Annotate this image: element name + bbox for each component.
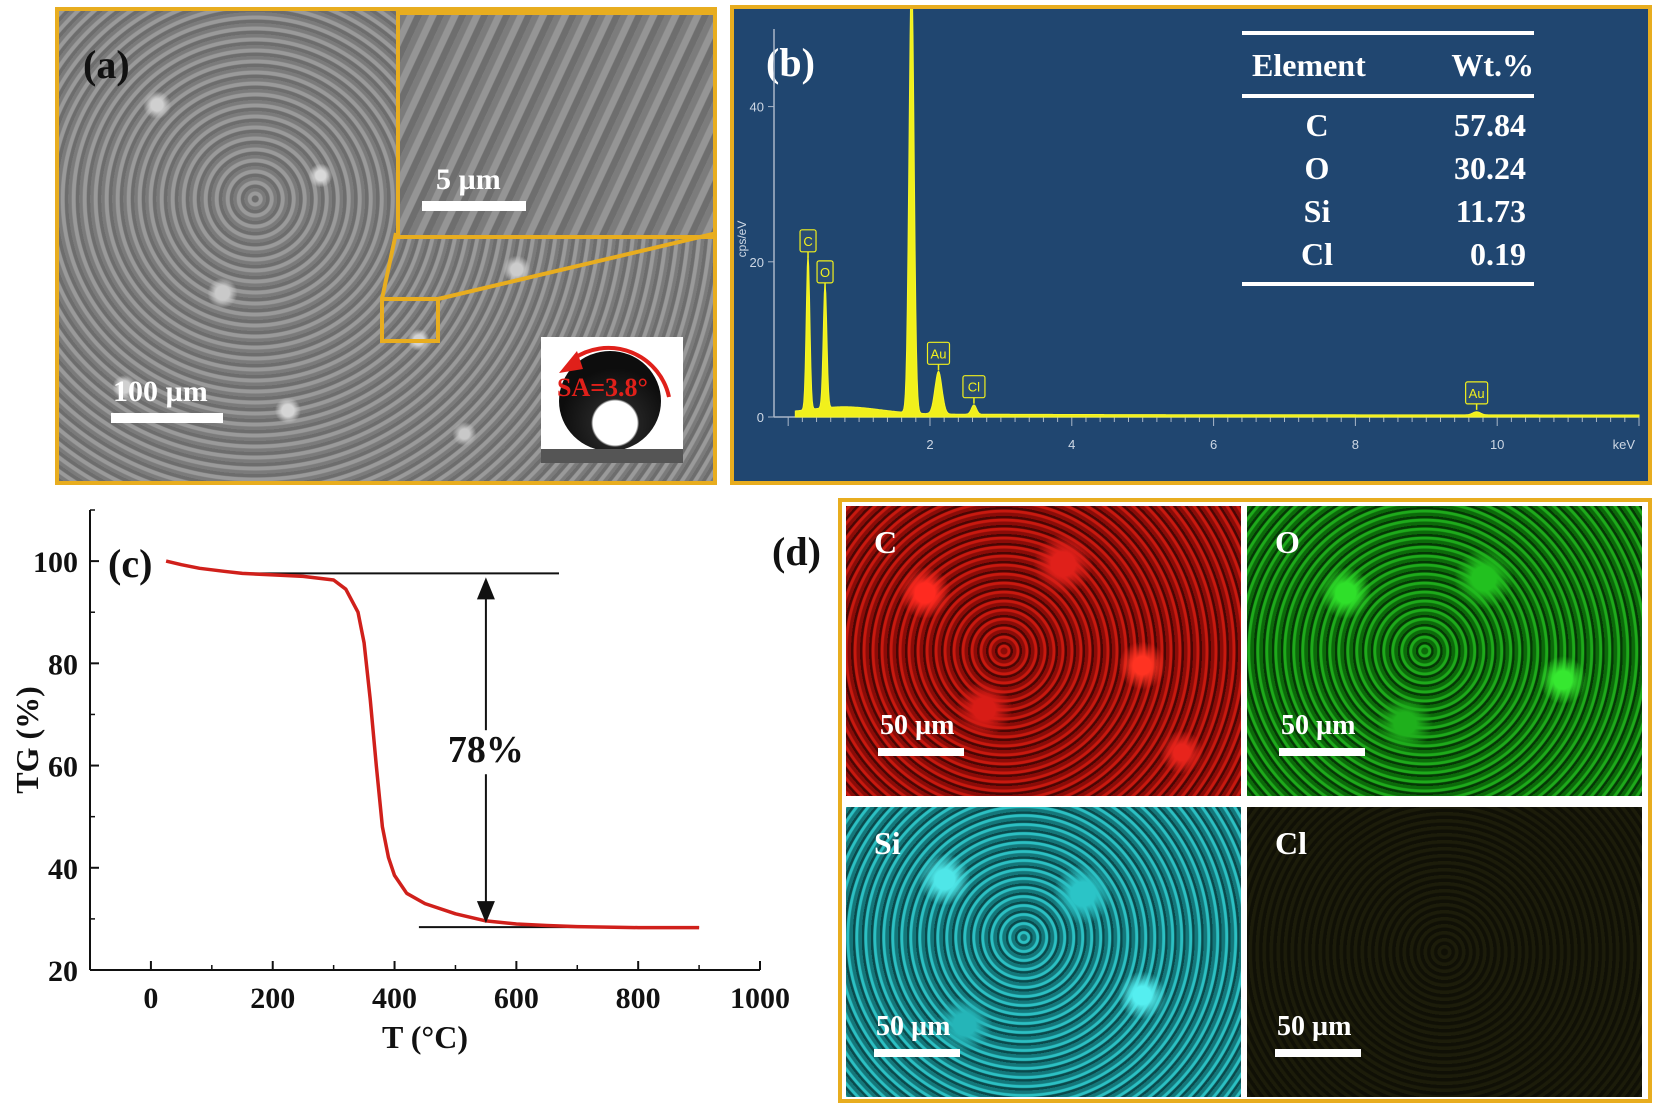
eds-spectrum-fill bbox=[794, 9, 1640, 418]
table-cell-element: O bbox=[1304, 150, 1330, 186]
peak-label-box bbox=[1465, 381, 1489, 405]
y-axis-label: cps/eV bbox=[735, 221, 749, 258]
composition-table: Element Wt.% C 57.84 O 30.24 Si 11.73 Cl… bbox=[1242, 31, 1534, 286]
droplet-inset: SA=3.8° bbox=[541, 337, 683, 463]
panel-c-label: (c) bbox=[108, 541, 153, 586]
table-row: Cl 0.19 bbox=[1242, 233, 1534, 276]
x-tick-label: 2 bbox=[926, 437, 933, 452]
inset-scale-bar bbox=[422, 201, 526, 211]
table-cell-wt: 30.24 bbox=[1454, 150, 1526, 186]
table-cell-wt: 11.73 bbox=[1455, 193, 1526, 229]
inset-scale-label: 5 µm bbox=[436, 163, 501, 196]
table-cell-element: C bbox=[1305, 107, 1329, 143]
peak-label: C bbox=[803, 234, 812, 249]
y-tick-label: 80 bbox=[48, 648, 78, 681]
mass-loss-arrowhead-top bbox=[476, 577, 495, 600]
map-element-label: Cl bbox=[1275, 825, 1307, 861]
table-row: C 57.84 bbox=[1242, 104, 1534, 147]
tg-curve bbox=[165, 559, 700, 930]
y-tick-label: 20 bbox=[750, 255, 764, 270]
map-scale-bar bbox=[874, 1049, 960, 1057]
peak-label: Cl bbox=[968, 380, 980, 395]
table-cell-element: Cl bbox=[1301, 236, 1333, 272]
table-header-element: Element bbox=[1252, 47, 1366, 83]
map-scale-label: 50 µm bbox=[880, 710, 955, 741]
table-header-wt: Wt.% bbox=[1451, 47, 1534, 83]
peak-label-box bbox=[816, 260, 834, 284]
main-scale-label: 100 µm bbox=[113, 375, 208, 408]
x-tick-label: 10 bbox=[1490, 437, 1504, 452]
map-scale-bar bbox=[1279, 748, 1365, 756]
table-rule-mid bbox=[1242, 94, 1534, 98]
peak-label: O bbox=[820, 265, 830, 280]
table-row: Si 11.73 bbox=[1242, 190, 1534, 233]
peak-label-box bbox=[926, 341, 951, 365]
table-cell-wt: 57.84 bbox=[1454, 107, 1526, 143]
sem-image-panel: 5 µm (a) 100 µm SA=3.8° bbox=[55, 7, 717, 485]
map-element-label: Si bbox=[874, 825, 901, 861]
tg-chart: 0 200 400 600 800 1000 20 40 60 80 100 T (°C) TG (%)… bbox=[9, 509, 790, 1055]
annotation-background bbox=[435, 730, 536, 775]
table-rule-top bbox=[1242, 31, 1534, 35]
y-tick-label: 40 bbox=[750, 100, 764, 115]
panel-a-label: (a) bbox=[83, 42, 130, 87]
y-tick-label: 0 bbox=[757, 410, 764, 425]
zoom-region-box bbox=[380, 297, 440, 343]
y-tick-label: 60 bbox=[48, 751, 78, 784]
peak-label-box bbox=[799, 229, 817, 253]
y-tick-label: 40 bbox=[48, 853, 78, 886]
y-tick-label: 100 bbox=[33, 546, 78, 579]
map-scale-label: 50 µm bbox=[1281, 710, 1356, 741]
x-tick-label: 600 bbox=[494, 982, 539, 1015]
map-element-label: C bbox=[874, 524, 898, 560]
zoom-line-top bbox=[380, 232, 398, 300]
peak-label: Au bbox=[931, 346, 947, 361]
x-tick-label: 400 bbox=[372, 982, 417, 1015]
eds-mapping-panel: C 50 µm O 50 µm Si 50 µm Cl 50 µm bbox=[838, 498, 1652, 1103]
element-map-cl: Cl 50 µm bbox=[1247, 807, 1642, 1097]
element-map-c: C 50 µm bbox=[846, 506, 1241, 796]
map-scale-label: 50 µm bbox=[876, 1011, 951, 1042]
table-rule-bottom bbox=[1242, 282, 1534, 286]
x-axis-label: T (°C) bbox=[382, 1019, 468, 1055]
x-tick-label: 8 bbox=[1352, 437, 1359, 452]
x-tick-label: 4 bbox=[1068, 437, 1075, 452]
x-tick-label: 6 bbox=[1210, 437, 1217, 452]
map-scale-label: 50 µm bbox=[1277, 1011, 1352, 1042]
panel-d-label: (d) bbox=[772, 529, 821, 574]
mass-loss-annotation: 78% bbox=[448, 729, 524, 771]
zoom-line-bottom bbox=[437, 231, 713, 301]
map-scale-bar bbox=[878, 748, 964, 756]
peak-label: Au bbox=[1469, 386, 1485, 401]
peak-label-box bbox=[962, 375, 986, 399]
y-tick-label: 20 bbox=[48, 955, 78, 988]
map-scale-bar bbox=[1275, 1049, 1361, 1057]
sliding-angle-label: SA=3.8° bbox=[557, 373, 648, 402]
x-axis-unit: keV bbox=[1613, 437, 1636, 452]
element-map-si: Si 50 µm bbox=[846, 807, 1241, 1097]
main-scale-bar bbox=[111, 413, 223, 423]
table-row: O 30.24 bbox=[1242, 147, 1534, 190]
mass-loss-arrowhead-bottom bbox=[476, 901, 495, 924]
sem-magnified-inset: 5 µm bbox=[396, 11, 713, 239]
y-axis-label: TG (%) bbox=[9, 686, 45, 794]
sliding-arrow bbox=[559, 345, 671, 398]
zoom-callout-lines bbox=[380, 231, 713, 343]
element-map-o: O 50 µm bbox=[1247, 506, 1642, 796]
table-cell-wt: 0.19 bbox=[1470, 236, 1526, 272]
table-header-row: Element Wt.% bbox=[1242, 35, 1534, 94]
table-cell-element: Si bbox=[1303, 193, 1331, 229]
x-tick-label: 800 bbox=[616, 982, 661, 1015]
x-tick-label: 1000 bbox=[730, 982, 790, 1015]
x-tick-label: 200 bbox=[250, 982, 295, 1015]
substrate-surface bbox=[541, 449, 683, 463]
x-tick-label: 0 bbox=[143, 982, 158, 1015]
map-element-label: O bbox=[1275, 524, 1300, 560]
